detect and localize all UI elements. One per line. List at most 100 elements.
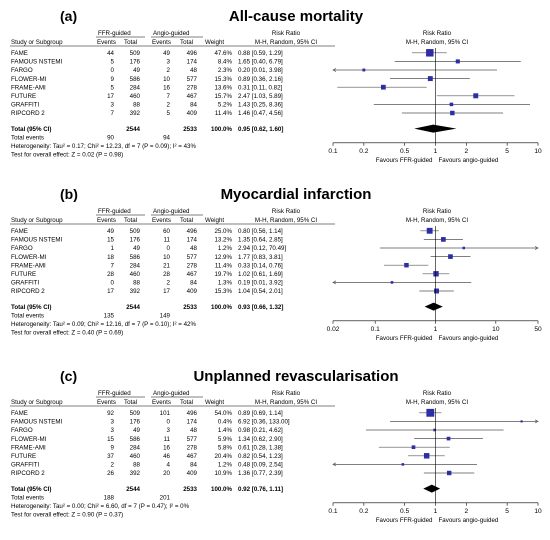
total2-value: 278 [187,444,198,451]
favours-left-label: Favours FFR-guided [376,157,433,164]
total-events1: 188 [104,494,115,501]
x-tick-label: 2 [465,508,469,515]
events2-value: 60 [163,228,170,235]
events1-value: 1 [111,245,115,252]
x-tick-label: 1 [434,326,438,333]
total1-sum: 2544 [126,486,140,493]
total-weight: 100.0% [211,304,232,311]
risk-ratio-value: 0.19 [0.01, 3.92] [238,280,283,287]
events1-value: 92 [107,410,114,417]
events2-value: 49 [163,50,170,57]
total2-header: Total [180,39,193,46]
events2-value: 3 [167,59,171,66]
total1-header: Total [124,39,137,46]
total2-value: 496 [187,228,198,235]
total-events-label: Total events [11,134,44,141]
risk-ratio-value: 0.61 [0.28, 1.38] [238,444,283,451]
x-tick-label: 0.1 [328,508,337,515]
events2-value: 46 [163,453,170,460]
favours-left-label: Favours FFR-guided [376,335,433,342]
x-tick-label: 0.1 [328,148,337,155]
total2-value: 278 [187,84,198,91]
events2-value: 11 [164,436,171,443]
pooled-diamond [424,302,443,311]
total1-header: Total [124,399,137,406]
x-tick-label: 0.5 [400,148,409,155]
study-name: FAME [11,410,28,417]
heterogeneity-text: Heterogeneity: Tau² = 0.17; Chi² = 12.23… [11,143,196,150]
x-tick-label: 2 [465,148,469,155]
events2-value: 101 [160,410,171,417]
study-header: Study or Subgroup [11,39,63,46]
total2-value: 48 [190,67,197,74]
weight-value: 54.0% [214,410,232,417]
total1-value: 49 [133,427,140,434]
x-tick-label: 5 [505,148,509,155]
total-label: Total (95% CI) [11,126,51,133]
weight-header: Weight [205,399,224,406]
weight-value: 8.4% [218,59,233,66]
study-square [462,246,466,250]
total1-value: 176 [130,59,141,66]
weight-value: 11.4% [215,110,233,117]
events1-value: 17 [107,93,114,100]
ci-arrow-left [332,462,337,467]
events2-value: 5 [167,110,171,117]
group1-header: FFR-guided [98,208,131,215]
total2-header: Total [180,399,193,406]
weight-value: 1.2% [218,245,233,252]
study-square [380,84,386,90]
study-square [448,254,453,259]
events1-value: 2 [111,462,115,469]
study-name: FAMOUS NSTEMI [11,59,63,66]
study-name: FRAME-AMI [11,84,46,91]
events1-value: 26 [107,470,114,477]
weight-value: 15.3% [214,76,232,83]
events1-value: 18 [107,254,114,261]
total2-value: 278 [187,262,198,269]
risk-ratio-header: Risk Ratio [272,390,301,397]
favours-right-label: Favours angio-guided [439,335,499,342]
panel-label: (a) [60,8,77,24]
total-events-label: Total events [11,312,44,319]
total1-value: 176 [130,419,141,426]
method-header: M-H, Random, 95% CI [255,399,318,406]
ci-arrow-left [332,280,337,285]
events2-value: 4 [167,462,171,469]
x-tick-label: 10 [492,326,500,333]
events2-value: 17 [163,288,170,295]
total1-value: 586 [130,76,141,83]
group2-header: Angio-guided [153,390,190,397]
x-tick-label: 0.2 [359,148,368,155]
events1-value: 5 [111,84,115,91]
weight-value: 1.3% [218,280,233,287]
study-name: FUTURE [11,271,36,278]
overall-effect-text: Test for overall effect: Z = 0.02 (P = 0… [11,151,123,158]
total2-value: 84 [190,102,197,109]
study-name: FAMOUS NSTEMI [11,237,63,244]
total2-sum: 2533 [183,126,197,133]
risk-ratio-value: 0.89 [0.36, 2.16] [238,76,283,83]
total1-sum: 2544 [126,304,140,311]
total2-value: 84 [190,462,197,469]
x-tick-label: 0.02 [327,326,340,333]
risk-ratio-header: Risk Ratio [272,30,301,37]
weight-value: 2.3% [218,67,233,74]
risk-ratio-value: 1.35 [0.64, 2.85] [238,237,283,244]
events2-value: 16 [163,444,170,451]
total2-value: 84 [190,280,197,287]
weight-value: 11.4% [215,262,233,269]
events2-value: 21 [163,262,170,269]
study-square [433,428,436,432]
weight-value: 10.9% [214,470,232,477]
total1-value: 88 [133,102,140,109]
study-square [449,102,454,107]
total-weight: 100.0% [211,126,232,133]
panel-label: (b) [60,186,78,202]
risk-ratio-value: 2.94 [0.12, 70.49] [238,245,286,252]
events1-value: 7 [111,110,115,117]
events2-value: 20 [163,470,170,477]
total2-value: 577 [187,254,198,261]
events1-value: 15 [107,436,114,443]
study-square [423,453,430,459]
